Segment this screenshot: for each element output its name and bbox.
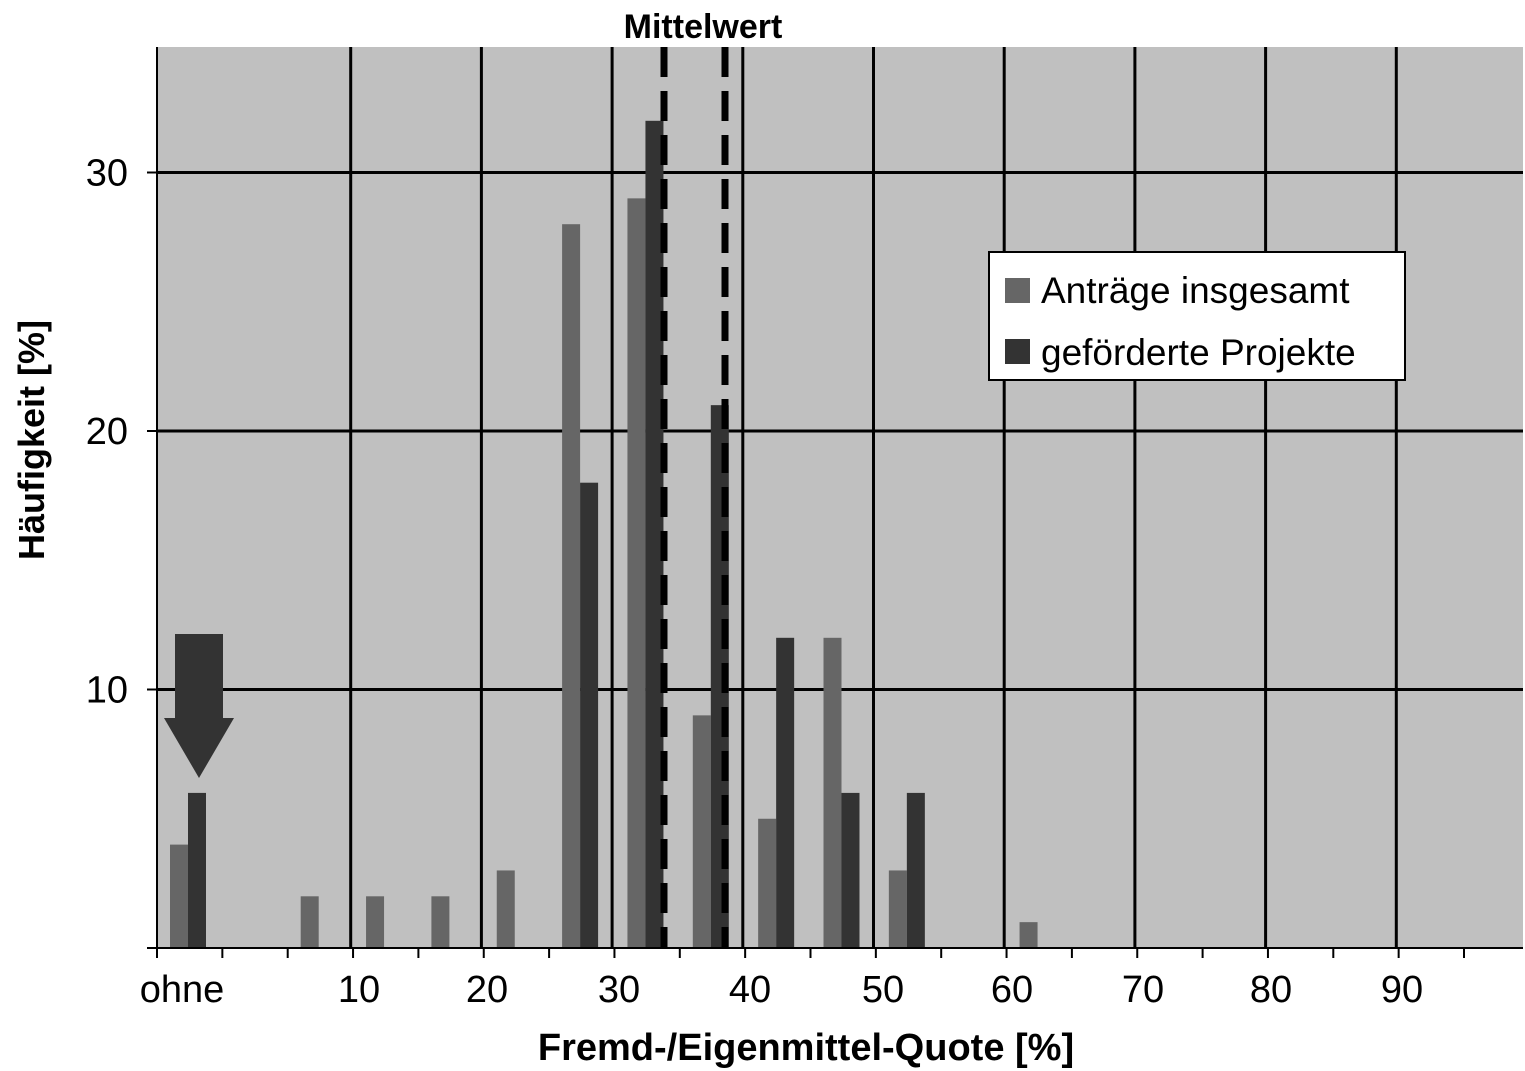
x-tick-label: 80 [1250, 969, 1292, 1011]
bars [170, 120, 1038, 949]
legend-box [988, 251, 1406, 381]
bar [496, 870, 515, 948]
bar [888, 870, 907, 948]
legend-label-gefoerdert: geförderte Projekte [1041, 332, 1356, 373]
bar [776, 637, 795, 948]
x-tick-label: 90 [1381, 969, 1423, 1011]
x-tick-label: 40 [729, 969, 771, 1011]
x-tick-label: 50 [862, 969, 904, 1011]
legend-swatch-gefoerdert [1005, 339, 1030, 364]
bar [170, 844, 188, 948]
mean-lines [660, 47, 729, 948]
bar [758, 818, 777, 948]
bar [580, 482, 599, 948]
bar [300, 896, 319, 948]
arrow-shaft [175, 634, 223, 720]
y-tick-label: 20 [86, 411, 128, 453]
y-tick-label: 10 [86, 670, 128, 712]
legend: Anträge insgesamt geförderte Projekte [988, 251, 1406, 381]
y-axis-title: Häufigkeit [%] [11, 320, 52, 560]
arrow-head [164, 718, 234, 778]
x-tick-label: 20 [466, 969, 508, 1011]
bar [627, 198, 646, 949]
bar [692, 715, 711, 948]
bar [562, 224, 581, 948]
bar [1019, 922, 1038, 948]
mean-label: Mittelwert [624, 8, 783, 46]
legend-label-antraege: Anträge insgesamt [1041, 270, 1350, 311]
legend-swatch-antraege [1005, 278, 1030, 303]
y-tick-label: 30 [86, 153, 128, 195]
arrow-annotation [164, 634, 234, 778]
bar [431, 896, 450, 948]
bar [906, 792, 925, 948]
x-tick-label: 70 [1122, 969, 1164, 1011]
bar [645, 120, 664, 949]
bar [841, 792, 860, 948]
bar [366, 896, 385, 948]
axes: 10 20 30 ohne 10 20 30 40 50 60 70 80 90 [86, 47, 1523, 1011]
x-tick-label: 30 [598, 969, 640, 1011]
x-axis-title: Fremd-/Eigenmittel-Quote [%] [538, 1027, 1074, 1069]
x-tick-label: 10 [338, 969, 380, 1011]
bar [823, 637, 842, 948]
bar [188, 792, 206, 948]
x-tick-label: ohne [140, 969, 225, 1011]
x-tick-label: 60 [991, 969, 1033, 1011]
